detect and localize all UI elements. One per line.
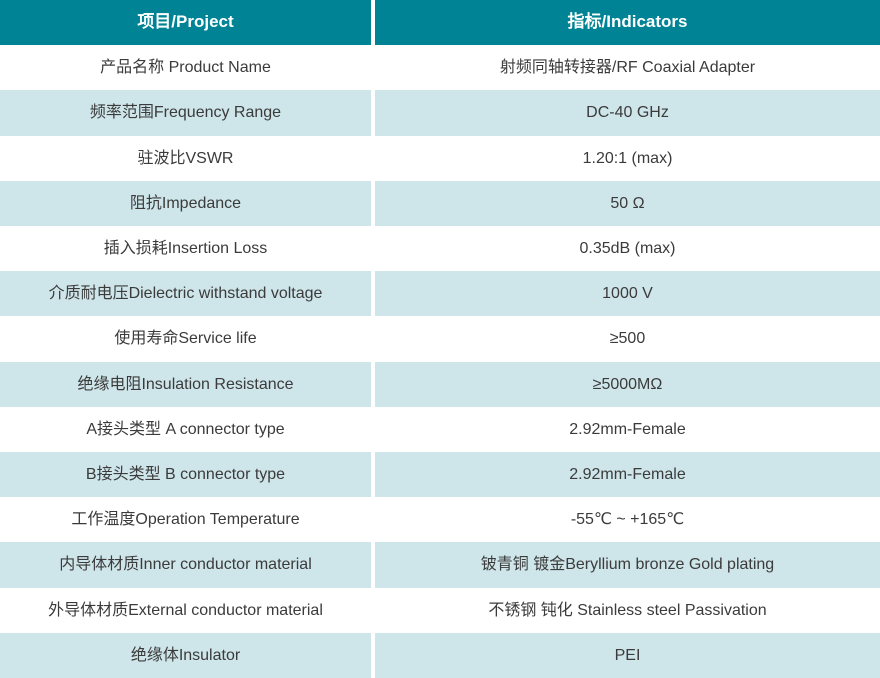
project-label: 绝缘体Insulator [130,646,241,664]
indicator-value: 不锈钢 钝化 Stainless steel Passivation [488,601,767,619]
indicator-value: 1.20:1 (max) [582,149,673,167]
indicator-value: ≥500 [609,330,646,348]
indicator-value: 50 Ω [610,194,645,212]
project-label: 阻抗Impedance [129,194,242,212]
table-row-external-conductor: 外导体材质External conductor material 不锈钢 钝化 … [0,587,880,633]
indicator-cell: 2.92mm-Female [375,452,880,497]
table-row-product-name: 产品名称 Product Name 射频同轴转接器/RF Coaxial Ada… [0,45,880,91]
table-row-frequency-range: 频率范围Frequency Range DC-40 GHz [0,90,880,136]
indicator-cell: ≥5000MΩ [375,362,880,407]
project-label: A接头类型 A connector type [86,420,285,438]
table-row-operation-temperature: 工作温度Operation Temperature -55℃ ~ +165℃ [0,497,880,543]
header-project-label: 项目/Project [137,12,234,32]
table-row-insulator: 绝缘体Insulator PEI [0,632,880,678]
project-cell: 驻波比VSWR [0,135,375,181]
project-label: 外导体材质External conductor material [48,601,323,619]
indicator-value: PEI [614,646,641,664]
project-label: 驻波比VSWR [137,149,234,167]
indicator-value: 2.92mm-Female [569,420,686,438]
table-row-insertion-loss: 插入损耗Insertion Loss 0.35dB (max) [0,226,880,272]
table-row-service-life: 使用寿命Service life ≥500 [0,316,880,362]
project-cell: B接头类型 B connector type [0,452,375,498]
project-label: B接头类型 B connector type [85,466,286,484]
indicator-cell: PEI [375,633,880,678]
project-cell: 频率范围Frequency Range [0,90,375,136]
project-label: 介质耐电压Dielectric withstand voltage [48,285,323,303]
table-row-a-connector: A接头类型 A connector type 2.92mm-Female [0,406,880,453]
indicator-value: DC-40 GHz [586,104,669,122]
indicator-cell: 不锈钢 钝化 Stainless steel Passivation [375,588,880,633]
indicator-value: 射频同轴转接器/RF Coaxial Adapter [499,59,756,77]
project-cell: A接头类型 A connector type [0,406,375,453]
project-cell: 产品名称 Product Name [0,45,375,91]
project-cell: 阻抗Impedance [0,180,375,227]
indicator-cell: 射频同轴转接器/RF Coaxial Adapter [375,45,880,90]
project-cell: 绝缘电阻Insulation Resistance [0,361,375,407]
table-row-impedance: 阻抗Impedance 50 Ω [0,180,880,227]
indicator-cell: 0.35dB (max) [375,226,880,271]
indicator-cell: DC-40 GHz [375,90,880,135]
indicator-cell: ≥500 [375,316,880,361]
indicator-cell: -55℃ ~ +165℃ [375,497,880,542]
project-label: 频率范围Frequency Range [89,104,282,122]
indicator-cell: 铍青铜 镀金Beryllium bronze Gold plating [375,542,880,587]
project-label: 内导体材质Inner conductor material [59,556,312,574]
header-cell-indicators: 指标/Indicators [375,0,880,45]
project-cell: 介质耐电压Dielectric withstand voltage [0,271,375,317]
indicator-value: ≥5000MΩ [592,375,663,393]
header-cell-project: 项目/Project [0,0,375,46]
project-label: 产品名称 Product Name [100,59,271,77]
project-cell: 工作温度Operation Temperature [0,497,375,543]
project-cell: 内导体材质Inner conductor material [0,542,375,588]
project-cell: 外导体材质External conductor material [0,587,375,633]
table-row-inner-conductor: 内导体材质Inner conductor material 铍青铜 镀金Bery… [0,542,880,588]
project-label: 使用寿命Service life [114,330,257,348]
table-header-row: 项目/Project 指标/Indicators [0,0,880,46]
project-cell: 使用寿命Service life [0,316,375,362]
indicator-value: -55℃ ~ +165℃ [570,511,685,529]
header-indicators-label: 指标/Indicators [567,12,688,32]
indicator-cell: 1.20:1 (max) [375,136,880,181]
project-label: 绝缘电阻Insulation Resistance [77,375,294,393]
indicator-cell: 2.92mm-Female [375,407,880,452]
project-label: 工作温度Operation Temperature [71,511,300,529]
indicator-value: 2.92mm-Female [569,466,686,484]
project-cell: 插入损耗Insertion Loss [0,226,375,272]
table-row-b-connector: B接头类型 B connector type 2.92mm-Female [0,452,880,498]
indicator-cell: 50 Ω [375,181,880,226]
table-row-vswr: 驻波比VSWR 1.20:1 (max) [0,135,880,181]
table-row-insulation-resistance: 绝缘电阻Insulation Resistance ≥5000MΩ [0,361,880,407]
project-label: 插入损耗Insertion Loss [103,240,268,258]
indicator-value: 0.35dB (max) [579,240,676,258]
table-row-dielectric-voltage: 介质耐电压Dielectric withstand voltage 1000 V [0,271,880,317]
indicator-value: 铍青铜 镀金Beryllium bronze Gold plating [480,556,775,574]
indicator-cell: 1000 V [375,271,880,316]
indicator-value: 1000 V [602,285,653,303]
project-cell: 绝缘体Insulator [0,632,375,678]
